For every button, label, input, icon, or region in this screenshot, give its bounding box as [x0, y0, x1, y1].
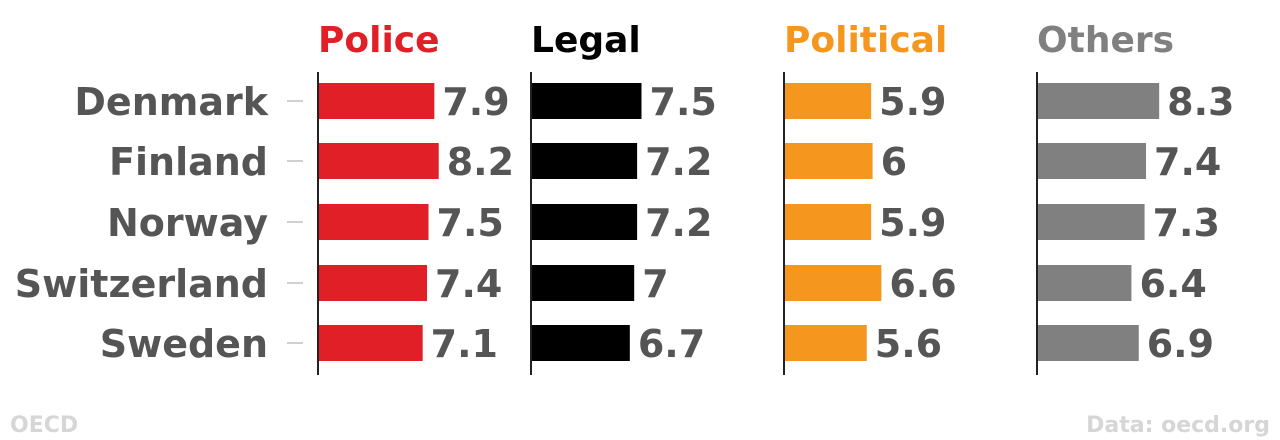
value-label-others-norway: 7.3	[1153, 201, 1220, 245]
bar-legal-denmark	[532, 83, 642, 119]
bar-others-norway	[1038, 204, 1145, 240]
value-label-political-sweden: 5.6	[875, 322, 942, 366]
value-label-legal-switzerland: 7	[642, 262, 668, 306]
category-tick-marks	[287, 100, 303, 344]
bar-others-finland	[1038, 143, 1147, 179]
panel-header-political: Political	[784, 20, 947, 61]
brand-label: OECD	[10, 413, 78, 438]
bar-police-denmark	[319, 83, 435, 119]
value-label-legal-norway: 7.2	[645, 201, 712, 245]
category-label-switzerland: Switzerland	[15, 262, 268, 306]
value-label-political-switzerland: 6.6	[889, 262, 956, 306]
value-label-political-denmark: 5.9	[879, 80, 946, 124]
category-label-finland: Finland	[109, 140, 268, 184]
category-labels: Denmark Finland Norway Switzerland Sweden	[15, 80, 269, 366]
bar-legal-sweden	[532, 325, 630, 361]
source-label: Data: oecd.org	[1086, 413, 1270, 438]
bar-others-sweden	[1038, 325, 1139, 361]
bar-political-sweden	[785, 325, 867, 361]
bar-police-norway	[319, 204, 429, 240]
panel-headers: Police Legal Political Others	[318, 20, 1174, 61]
panel-header-legal: Legal	[531, 20, 641, 61]
value-label-police-sweden: 7.1	[431, 322, 498, 366]
bar-legal-switzerland	[532, 265, 635, 301]
bar-others-denmark	[1038, 83, 1160, 119]
panel-header-police: Police	[318, 20, 440, 61]
value-label-others-finland: 7.4	[1154, 140, 1221, 184]
bar-police-switzerland	[319, 265, 428, 301]
bar-political-switzerland	[785, 265, 882, 301]
category-label-sweden: Sweden	[100, 322, 268, 366]
value-label-others-switzerland: 6.4	[1139, 262, 1206, 306]
panel-header-others: Others	[1037, 20, 1174, 61]
bar-others-switzerland	[1038, 265, 1132, 301]
value-label-police-switzerland: 7.4	[435, 262, 502, 306]
value-label-police-finland: 8.2	[447, 140, 514, 184]
panel-axes	[317, 72, 1038, 375]
bar-political-norway	[785, 204, 872, 240]
category-label-norway: Norway	[107, 201, 268, 245]
bar-legal-finland	[532, 143, 638, 179]
value-label-political-finland: 6	[881, 140, 907, 184]
value-label-legal-sweden: 6.7	[638, 322, 705, 366]
value-label-political-norway: 5.9	[879, 201, 946, 245]
bar-police-finland	[319, 143, 439, 179]
value-label-legal-denmark: 7.5	[650, 80, 717, 124]
value-label-others-sweden: 6.9	[1147, 322, 1214, 366]
bar-police-sweden	[319, 325, 423, 361]
value-labels: 7.9 8.2 7.5 7.4 7.1 7.5 7.2 7.2 7 6.7 5.9 6 5.9 6.6 5.…	[431, 80, 1235, 366]
category-label-denmark: Denmark	[74, 80, 268, 124]
value-label-police-denmark: 7.9	[442, 80, 509, 124]
value-label-police-norway: 7.5	[437, 201, 504, 245]
bars	[319, 83, 1160, 361]
value-label-others-denmark: 8.3	[1167, 80, 1234, 124]
bar-legal-norway	[532, 204, 638, 240]
value-label-legal-finland: 7.2	[645, 140, 712, 184]
bar-political-finland	[785, 143, 873, 179]
bar-political-denmark	[785, 83, 872, 119]
